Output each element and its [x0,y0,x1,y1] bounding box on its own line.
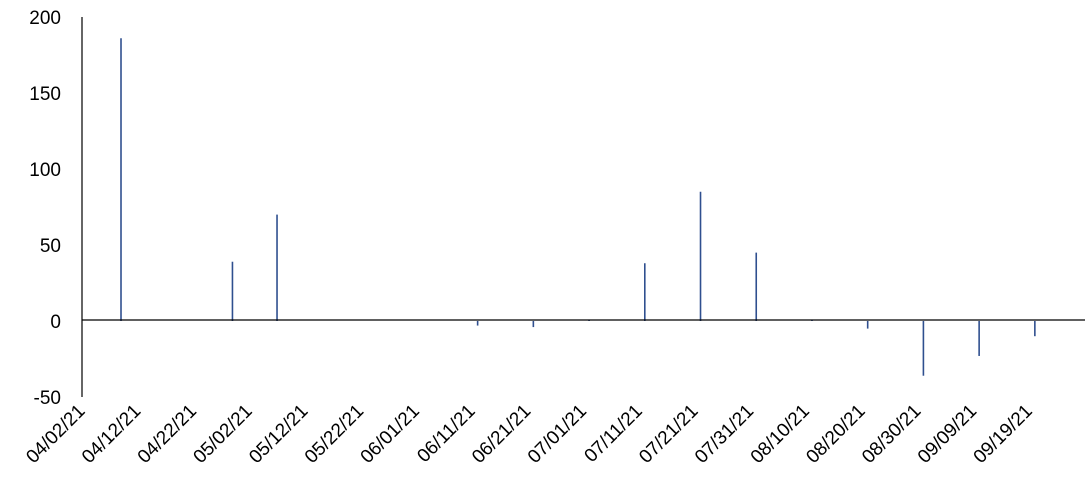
x-tick-label: 08/30/21 [858,401,925,468]
x-tick-label: 07/21/21 [635,401,702,468]
x-tick-label: 06/21/21 [468,401,535,468]
x-tick-label: 04/22/21 [134,401,201,468]
x-tick-label: 09/09/21 [914,401,981,468]
y-tick-labels: 200 150 100 50 0 -50 [29,8,61,409]
x-tick-label: 08/10/21 [747,401,814,468]
x-tick-label: 05/02/21 [190,401,257,468]
x-tick-label: 04/02/21 [22,401,89,468]
x-tick-label: 08/20/21 [802,401,869,468]
x-tick-label: 09/19/21 [970,401,1037,468]
x-tick-label: 07/31/21 [691,401,758,468]
bars-group [120,38,1036,376]
y-tick-label: -50 [34,388,61,409]
y-tick-label: 50 [40,236,61,257]
y-tick-label: 100 [29,160,61,181]
x-tick-labels: 04/02/2104/12/2104/22/2105/02/2105/12/21… [22,401,1036,468]
x-tick-label: 05/22/21 [301,401,368,468]
x-tick-label: 05/12/21 [245,401,312,468]
y-tick-label: 150 [29,84,61,105]
y-tick-label: 200 [29,8,61,29]
x-tick-label: 07/11/21 [581,401,647,467]
y-tick-label: 0 [50,312,61,333]
x-tick-label: 06/01/21 [357,401,424,468]
x-tick-label: 04/12/21 [78,401,145,468]
x-tick-label: 07/01/21 [524,401,591,468]
x-tick-label: 06/11/21 [413,401,479,467]
